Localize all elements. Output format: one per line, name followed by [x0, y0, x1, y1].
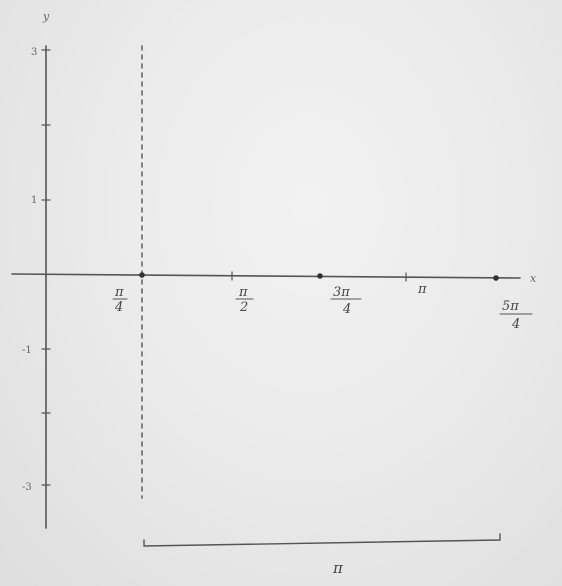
point-pi-4: [139, 272, 145, 278]
svg-text:4: 4: [342, 302, 351, 317]
svg-text:4: 4: [114, 300, 123, 315]
x-label-3pi-4: 3π 4: [330, 285, 362, 317]
svg-text:π: π: [417, 282, 427, 297]
x-label-pi-2: π 2: [235, 285, 254, 315]
point-3pi-4: [317, 273, 323, 279]
svg-text:π: π: [238, 285, 248, 300]
x-label-pi: π: [417, 282, 427, 297]
x-axis-label: x: [530, 272, 537, 285]
x-label-5pi-4: 5π 4: [499, 299, 533, 332]
y-tick-label: -1: [22, 345, 32, 356]
y-tick-label: -3: [22, 482, 32, 493]
x-label-pi-4: π 4: [112, 285, 128, 315]
point-5pi-4: [493, 275, 499, 281]
svg-text:3π: 3π: [333, 285, 350, 300]
svg-text:π: π: [114, 285, 124, 300]
y-tick-label: 3: [31, 47, 37, 58]
period-label: π: [332, 559, 344, 577]
y-axis-label: y: [42, 10, 50, 23]
x-axis: [11, 273, 521, 279]
y-tick-label: 1: [31, 195, 37, 206]
svg-text:5π: 5π: [502, 299, 519, 314]
svg-text:4: 4: [511, 317, 520, 332]
period-brace: [143, 533, 501, 547]
svg-text:2: 2: [239, 300, 248, 315]
